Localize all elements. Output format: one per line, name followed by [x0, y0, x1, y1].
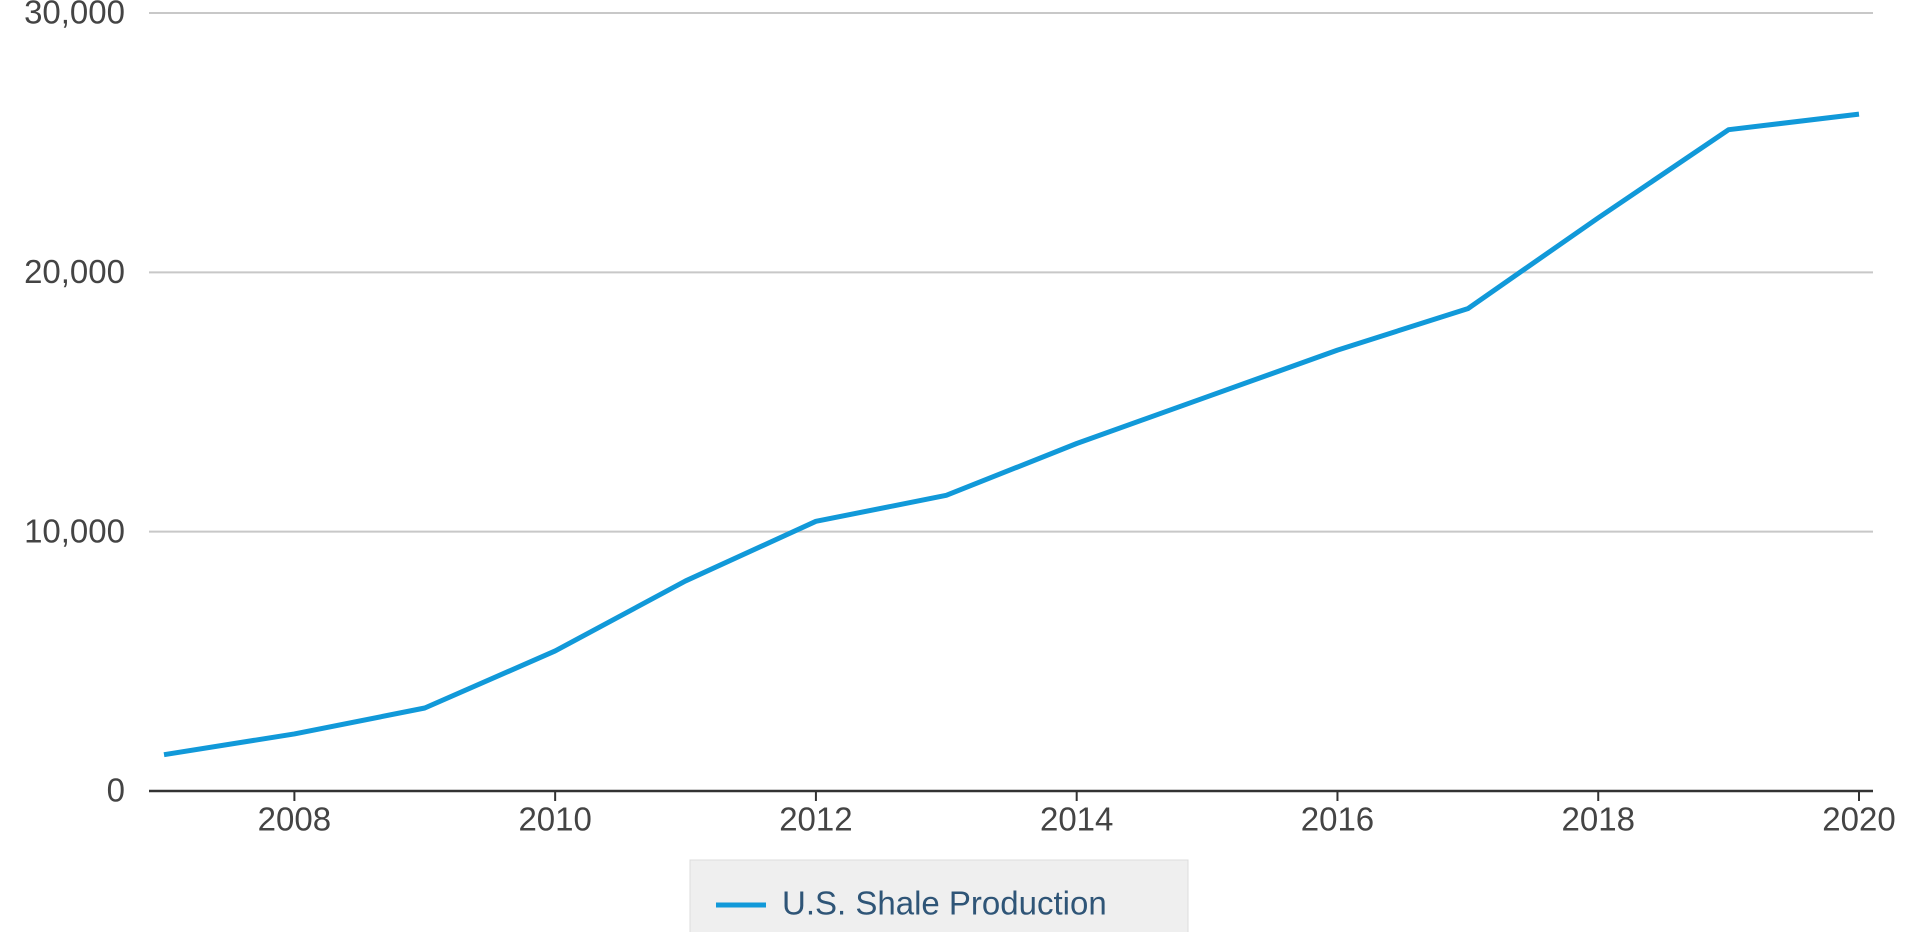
- y-tick-label: 0: [107, 772, 125, 809]
- series-line: [163, 111, 1860, 758]
- x-tick-label: 2018: [1562, 801, 1635, 838]
- y-tick-label: 30,000: [24, 0, 125, 31]
- x-tick-label: 2014: [1040, 801, 1113, 838]
- y-tick-label: 20,000: [24, 253, 125, 290]
- y-tick-label: 10,000: [24, 512, 125, 549]
- legend-label: U.S. Shale Production: [782, 885, 1107, 922]
- x-tick-label: 2010: [518, 801, 591, 838]
- legend: U.S. Shale Production: [689, 859, 1189, 932]
- x-tick-label: 2016: [1301, 801, 1374, 838]
- x-tick-label: 2012: [779, 801, 852, 838]
- x-tick-label: 2008: [258, 801, 331, 838]
- x-tick-label: 2020: [1822, 801, 1895, 838]
- legend-box: [689, 859, 1189, 932]
